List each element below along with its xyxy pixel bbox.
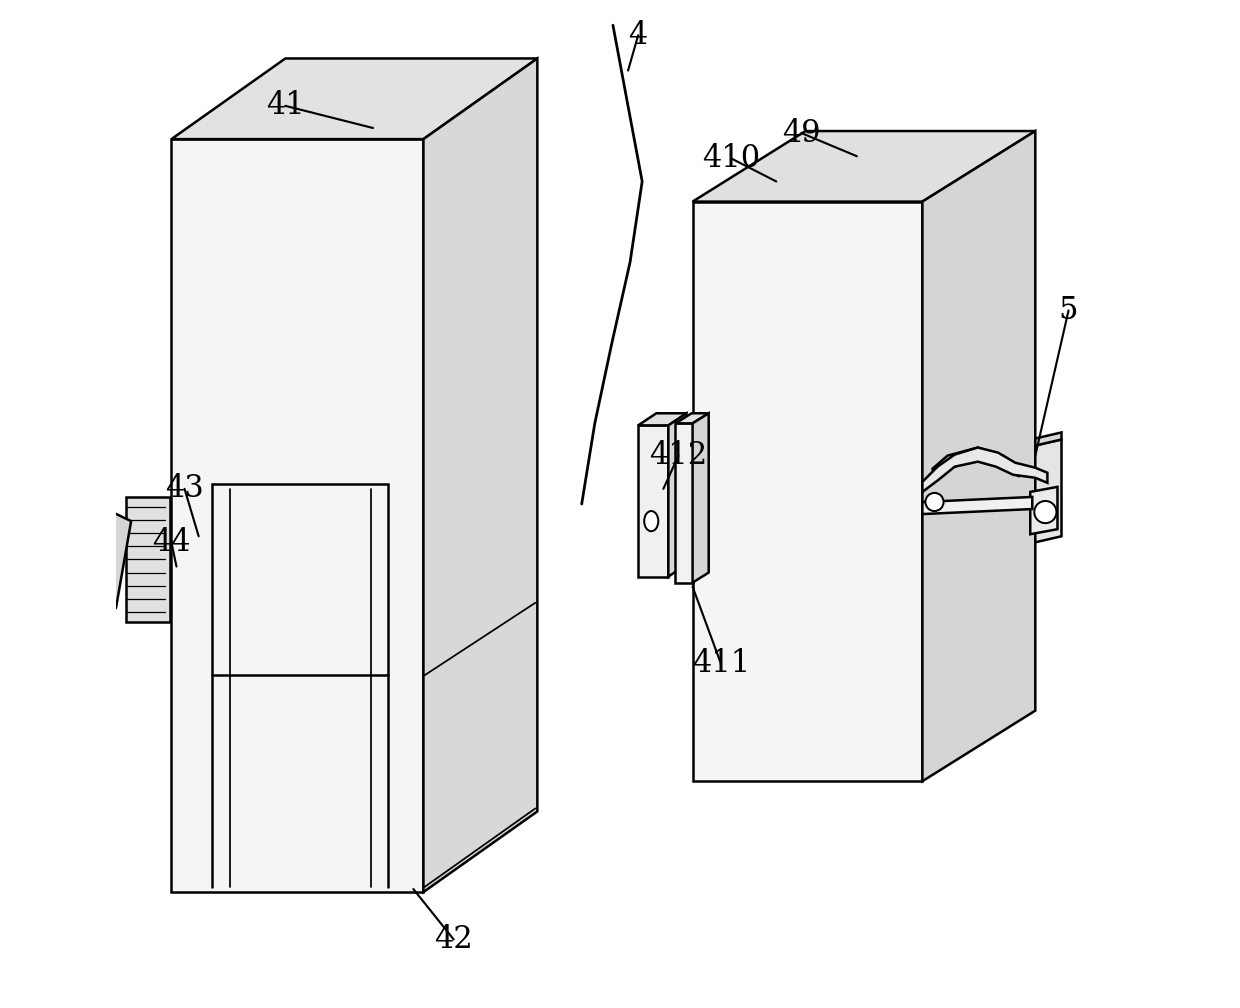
Text: 411: 411 — [692, 648, 750, 678]
Ellipse shape — [645, 511, 658, 531]
Polygon shape — [1030, 487, 1058, 534]
Text: 43: 43 — [165, 474, 203, 504]
Polygon shape — [693, 202, 923, 781]
Polygon shape — [668, 413, 687, 577]
Text: 410: 410 — [702, 143, 760, 173]
Text: 44: 44 — [153, 527, 191, 557]
Text: 41: 41 — [265, 91, 305, 121]
Text: 4: 4 — [629, 20, 647, 50]
Polygon shape — [639, 425, 668, 577]
Polygon shape — [1035, 439, 1061, 542]
Polygon shape — [126, 497, 170, 622]
Circle shape — [1034, 501, 1056, 523]
Polygon shape — [923, 497, 1032, 514]
Polygon shape — [923, 448, 1048, 492]
Polygon shape — [423, 58, 537, 892]
Polygon shape — [693, 131, 1035, 202]
Polygon shape — [86, 509, 131, 648]
Text: 49: 49 — [782, 118, 821, 148]
Text: 412: 412 — [650, 440, 708, 471]
Polygon shape — [676, 423, 693, 583]
Text: 42: 42 — [434, 924, 472, 955]
Polygon shape — [932, 448, 1018, 479]
Polygon shape — [1035, 432, 1061, 446]
Polygon shape — [171, 58, 537, 139]
Polygon shape — [639, 413, 687, 425]
Text: 5: 5 — [1059, 295, 1079, 326]
Circle shape — [925, 493, 944, 511]
Polygon shape — [923, 131, 1035, 781]
Polygon shape — [676, 413, 709, 423]
Polygon shape — [171, 139, 423, 892]
Polygon shape — [693, 413, 709, 583]
